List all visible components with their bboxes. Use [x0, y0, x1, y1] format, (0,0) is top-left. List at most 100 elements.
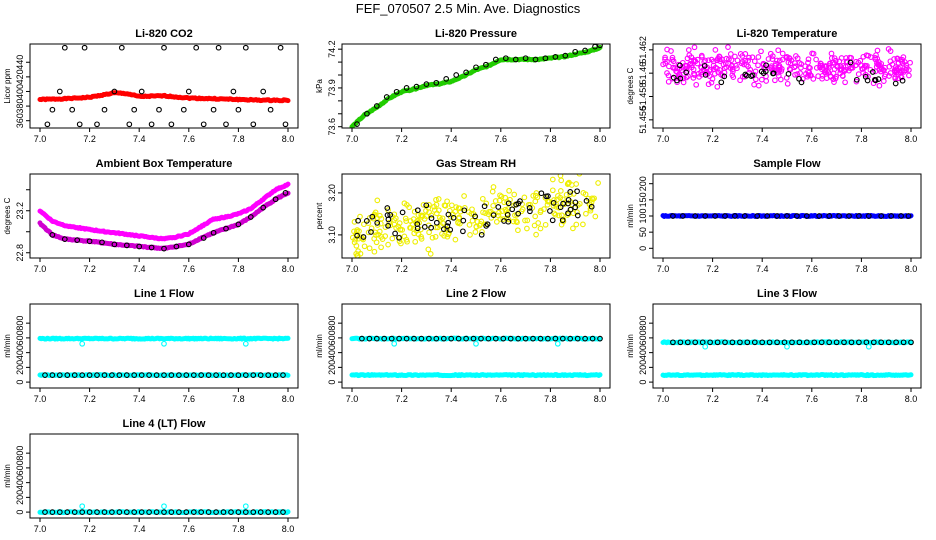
data-point	[369, 213, 376, 220]
y-axis-label: degrees C	[3, 197, 12, 234]
panel-5: Sample Flow 7.0 7.2 7.4 7.6 7.8 8.0 0 50 10015020…	[626, 158, 922, 274]
data-point	[428, 215, 435, 222]
x-tick-label: 8.0	[594, 134, 607, 144]
y-tick-label: 600	[638, 330, 648, 345]
data-point	[714, 83, 721, 90]
y-tick-label: 150	[638, 192, 648, 207]
data-point	[723, 55, 730, 62]
data-point	[502, 206, 509, 213]
data-point	[366, 335, 373, 342]
panel-title: Li-820 Pressure	[435, 28, 517, 40]
data-point	[819, 66, 825, 73]
data-point	[737, 77, 743, 84]
series-1	[354, 44, 603, 127]
data-point	[418, 335, 425, 342]
plot-frame	[29, 43, 299, 129]
panel-title: Li-820 CO2	[135, 28, 192, 40]
data-point	[280, 372, 286, 378]
y-tick-label: 0	[638, 380, 648, 385]
data-point	[86, 238, 93, 245]
data-point	[506, 187, 512, 194]
data-point	[426, 335, 432, 342]
data-point	[94, 509, 100, 515]
data-point	[71, 372, 78, 378]
data-point	[504, 211, 511, 218]
x-tick-label: 7.6	[183, 394, 196, 404]
panel-2: Li-820 Temperature 7.0 7.2 7.4 7.6 7.8 8.0 51.4…	[626, 28, 922, 144]
data-point	[865, 343, 872, 350]
data-point	[373, 239, 380, 246]
data-point	[414, 218, 421, 225]
plot-area	[37, 44, 291, 128]
data-point	[872, 68, 879, 75]
data-point	[479, 229, 485, 235]
data-point	[522, 55, 529, 62]
y-axis-label: ml/min	[626, 334, 635, 358]
data-point	[190, 509, 197, 515]
x-tick-label: 8.0	[594, 264, 607, 274]
data-point	[257, 372, 264, 378]
data-point	[552, 54, 559, 60]
data-point	[445, 211, 452, 218]
data-point	[526, 205, 533, 211]
data-point	[76, 121, 83, 128]
data-point	[751, 81, 757, 88]
data-point	[878, 339, 885, 346]
data-point	[213, 509, 219, 515]
data-point	[792, 63, 799, 70]
data-point	[153, 372, 160, 378]
data-point	[574, 212, 581, 219]
data-point	[401, 233, 408, 240]
data-point	[440, 335, 447, 342]
data-point	[767, 50, 774, 57]
data-point	[505, 218, 512, 225]
y-tick-label: 600	[327, 330, 337, 345]
panel-title: Ambient Box Temperature	[96, 158, 233, 170]
data-point	[842, 66, 849, 73]
x-tick-label: 7.8	[232, 394, 245, 404]
y-tick-label: 51.456	[638, 106, 648, 134]
data-point	[223, 121, 229, 128]
data-point	[109, 372, 115, 378]
data-point	[403, 335, 410, 342]
y-tick-label: 3.20	[327, 184, 337, 202]
data-point	[470, 335, 477, 342]
data-point	[798, 61, 805, 67]
data-point	[384, 205, 391, 211]
data-point	[764, 213, 771, 219]
data-point	[878, 60, 885, 67]
data-point	[755, 62, 761, 69]
data-point	[514, 211, 520, 218]
data-point	[531, 222, 538, 229]
x-tick-label: 7.0	[346, 264, 359, 274]
data-point	[403, 218, 410, 224]
data-point	[707, 339, 713, 346]
data-point	[138, 88, 145, 95]
panel-0: Li-820 CO2 7.0 7.2 7.4 7.6 7.8 8.0 360380400420…	[3, 28, 299, 144]
data-point	[662, 56, 668, 63]
y-tick-label: 23.2	[15, 202, 25, 220]
series-0	[37, 90, 291, 104]
data-point	[365, 229, 372, 236]
data-point	[524, 225, 530, 232]
data-point	[582, 191, 589, 198]
plot-frame	[29, 303, 299, 389]
x-tick-label: 8.0	[282, 394, 295, 404]
data-point	[565, 200, 571, 207]
data-point	[425, 246, 432, 253]
y-tick-label: 200	[638, 360, 648, 375]
series-2	[79, 503, 249, 510]
x-tick-label: 7.4	[133, 264, 146, 274]
data-point	[869, 69, 876, 75]
data-point	[509, 206, 516, 213]
series-1	[42, 509, 286, 515]
data-point	[779, 50, 786, 57]
series-2	[49, 190, 289, 252]
data-point	[813, 56, 819, 63]
data-point	[413, 83, 420, 90]
data-point	[500, 335, 507, 342]
data-point	[722, 213, 728, 219]
data-point	[482, 210, 489, 216]
data-point	[684, 55, 691, 62]
data-point	[176, 372, 182, 378]
